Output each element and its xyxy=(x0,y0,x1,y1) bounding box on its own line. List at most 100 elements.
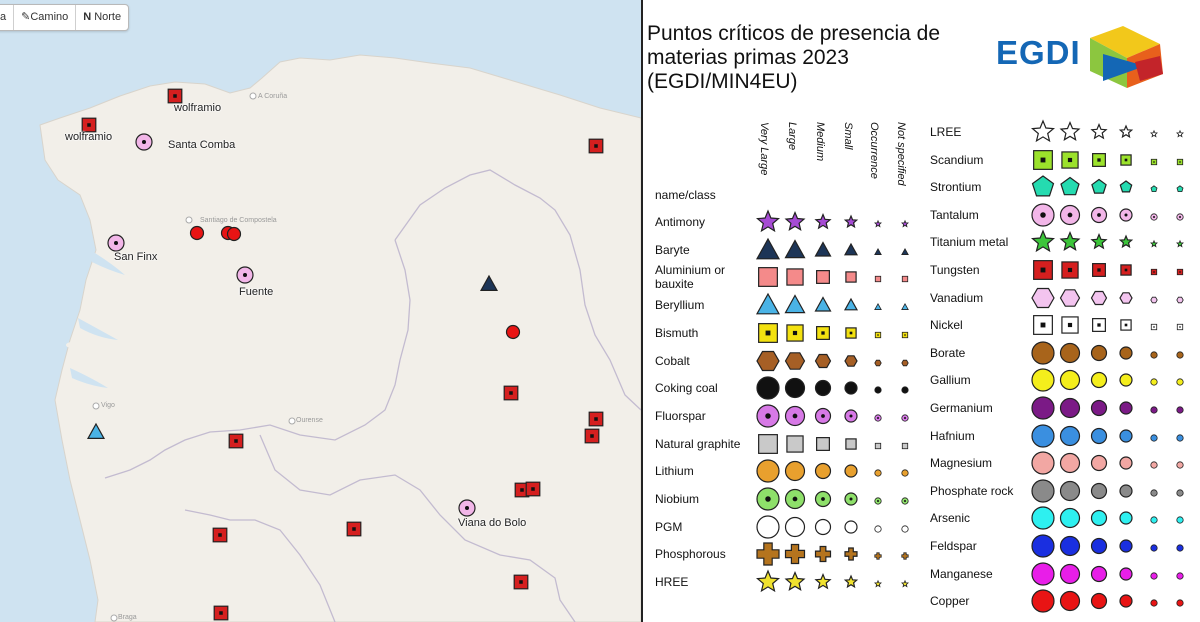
legend-symbol-circle-dot-icon xyxy=(843,408,859,424)
legend-row-name: Coking coal xyxy=(655,381,718,396)
legend-symbol-square-dot-icon xyxy=(1030,147,1056,173)
legend-symbol-hexagon-icon xyxy=(1175,292,1186,303)
map-marker-circle-dot-icon[interactable] xyxy=(106,233,126,253)
legend-size-header: Very Large xyxy=(758,122,770,176)
map-marker-square-dot-icon[interactable] xyxy=(165,86,185,106)
map-marker-square-dot-icon[interactable] xyxy=(501,383,521,403)
legend-symbol-square-dot-icon xyxy=(1090,316,1109,335)
legend-symbol-hexagon-icon xyxy=(900,355,911,366)
camino-button[interactable]: ✎Camino xyxy=(13,5,75,30)
legend-symbol-square-dot-icon xyxy=(1175,154,1186,165)
legend-symbol-circle-icon xyxy=(1175,568,1186,580)
legend-symbol-pentagon-icon xyxy=(1175,182,1186,193)
legend-symbol-circle-icon xyxy=(1175,458,1186,469)
legend-symbol-circle-icon xyxy=(1090,426,1109,445)
map-marker-circle-dot-icon[interactable] xyxy=(235,265,255,285)
legend-row-name: Magnesium xyxy=(930,456,993,471)
legend-symbol-circle-icon xyxy=(1059,397,1082,420)
town-label-ourense: Ourense xyxy=(296,417,323,424)
town-point xyxy=(249,92,257,100)
legend-symbol-circle-icon xyxy=(843,519,859,535)
legend-symbol-square-icon xyxy=(900,272,911,283)
legend-symbol-square-icon xyxy=(843,436,859,452)
map-marker-square-dot-icon[interactable] xyxy=(523,479,543,499)
legend-row-name: Vanadium xyxy=(930,290,984,305)
map-marker-square-dot-icon[interactable] xyxy=(582,426,602,446)
legend-symbol-circle-icon xyxy=(1030,395,1056,421)
map-marker-square-dot-icon[interactable] xyxy=(586,136,606,156)
legend-row-name: Baryte xyxy=(655,242,690,257)
legend-symbol-circle-icon xyxy=(1175,513,1186,524)
map-marker-triangle-icon[interactable] xyxy=(86,422,106,442)
legend-symbol-circle-icon xyxy=(814,379,833,398)
legend-symbol-circle-icon xyxy=(873,383,884,394)
toolbar-item-a[interactable]: a xyxy=(0,11,7,23)
legend-row-name: Cobalt xyxy=(655,353,690,368)
legend-row-name: Scandium xyxy=(930,152,984,167)
legend-symbol-cross-icon xyxy=(843,546,859,562)
north-button[interactable]: N Norte xyxy=(75,5,128,30)
legend-symbol-square-icon xyxy=(814,434,833,453)
legend-symbol-star-icon xyxy=(755,569,781,595)
map-marker-square-dot-icon[interactable] xyxy=(586,409,606,429)
legend-symbol-hexagon-icon xyxy=(1059,286,1082,309)
map-marker-circle-icon[interactable] xyxy=(226,226,243,243)
town-point xyxy=(92,402,100,410)
legend-symbol-circle-icon xyxy=(755,375,781,401)
legend-symbol-pentagon-icon xyxy=(1090,178,1109,197)
legend-symbol-hexagon-icon xyxy=(1118,290,1134,306)
legend-symbol-circle-icon xyxy=(1059,562,1082,585)
legend-symbol-hexagon-icon xyxy=(784,349,807,372)
legend-symbol-triangle-icon xyxy=(843,242,859,258)
legend-symbol-circle-icon xyxy=(1030,340,1056,366)
legend-row-name: LREE xyxy=(930,125,962,139)
legend-symbol-circle-icon xyxy=(1175,403,1186,414)
map-marker-square-dot-icon[interactable] xyxy=(511,572,531,592)
map-marker-square-dot-icon[interactable] xyxy=(226,431,246,451)
legend-symbol-hexagon-icon xyxy=(843,353,859,369)
map-label-wolframio-west: wolframio xyxy=(65,131,113,143)
legend-symbol-circle-icon xyxy=(1118,510,1134,526)
map-marker-square-dot-icon[interactable] xyxy=(211,603,231,622)
map-marker-circle-icon[interactable] xyxy=(505,324,522,341)
legend-symbol-circle-icon xyxy=(755,458,781,484)
legend-symbol-star-icon xyxy=(784,571,807,594)
legend-symbol-circle-icon xyxy=(1030,588,1056,614)
map-view[interactable]: a ✎Camino N Norte A Coruña Santiago de Co… xyxy=(0,0,641,622)
legend-row-name: Nickel xyxy=(930,318,963,333)
map-marker-circle-dot-icon[interactable] xyxy=(457,498,477,518)
map-marker-circle-dot-icon[interactable] xyxy=(134,132,154,152)
legend-symbol-circle-dot-icon xyxy=(900,410,911,422)
map-marker-circle-icon[interactable] xyxy=(189,225,206,242)
legend-symbol-hexagon-icon xyxy=(814,351,833,370)
legend-symbol-circle-icon xyxy=(1175,541,1186,552)
map-marker-triangle-icon[interactable] xyxy=(479,274,499,294)
legend-size-header: Not specified xyxy=(895,122,907,186)
legend-symbol-circle-icon xyxy=(1175,485,1186,497)
north-label: Norte xyxy=(94,11,122,23)
legend-symbol-square-dot-icon xyxy=(1149,265,1160,276)
legend-symbol-circle-icon xyxy=(1090,399,1109,418)
legend-symbol-star-icon xyxy=(755,209,781,235)
legend-symbol-circle-icon xyxy=(1175,347,1186,359)
legend-symbol-circle-dot-icon xyxy=(784,488,807,511)
legend-row-name: Phosphorous xyxy=(655,547,726,562)
town-point xyxy=(185,216,193,224)
legend-symbol-circle-icon xyxy=(1149,541,1160,552)
legend-symbol-circle-icon xyxy=(843,463,859,479)
legend-symbol-star-icon xyxy=(1118,124,1134,140)
legend-symbol-square-dot-icon xyxy=(1118,262,1134,278)
map-marker-square-dot-icon[interactable] xyxy=(79,115,99,135)
legend-symbol-cross-icon xyxy=(900,549,911,560)
legend-symbol-circle-icon xyxy=(1090,509,1109,528)
legend-symbol-circle-icon xyxy=(784,515,807,538)
legend-size-header: Medium xyxy=(814,122,826,162)
legend-symbol-star-icon xyxy=(1090,122,1109,142)
legend-symbol-circle-icon xyxy=(814,517,833,536)
legend-symbol-circle-dot-icon xyxy=(900,494,911,505)
map-marker-square-dot-icon[interactable] xyxy=(344,519,364,539)
legend-symbol-star-icon xyxy=(900,217,911,228)
legend-symbol-circle-icon xyxy=(873,466,884,477)
legend-symbol-star-icon xyxy=(1030,119,1056,145)
map-marker-square-dot-icon[interactable] xyxy=(210,525,230,545)
